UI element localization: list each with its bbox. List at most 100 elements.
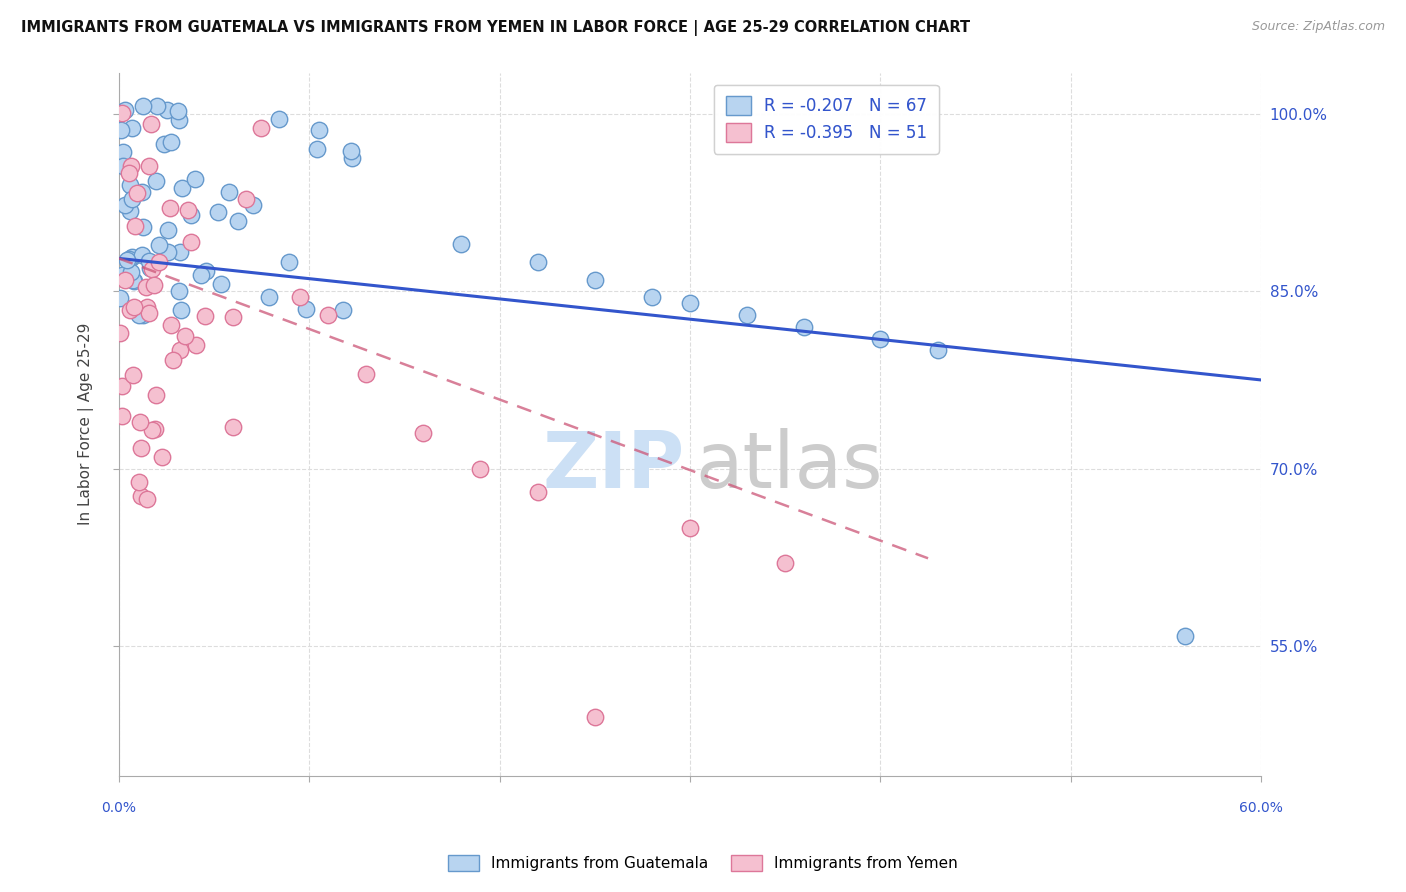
Point [111,379,134,393]
Point [122,368,145,383]
Point [131,247,153,261]
Point [132,219,155,234]
Point [124,219,146,233]
Point [180,235,202,249]
Text: atlas: atlas [696,428,883,504]
Point [129,415,152,429]
Point [209,277,232,292]
Point [136,300,159,314]
Point [308,123,330,137]
Point [128,475,150,489]
Point [110,326,132,340]
Point [242,198,264,212]
Point [470,461,492,475]
Point [146,98,169,112]
Point [167,103,190,118]
Point [679,296,702,310]
Point [235,192,257,206]
Point [132,99,155,113]
Legend: R = -0.207   N = 67, R = -0.395   N = 51: R = -0.207 N = 67, R = -0.395 N = 51 [714,85,939,153]
Point [138,159,160,173]
Point [111,106,134,120]
Point [129,489,152,503]
Point [110,123,132,137]
Point [450,237,472,252]
Point [218,186,240,200]
Point [150,450,173,465]
Point [177,202,200,217]
Point [120,160,142,174]
Point [190,268,212,282]
Point [141,423,163,437]
Point [250,121,273,136]
Point [170,302,193,317]
Point [111,409,134,424]
Point [184,337,207,351]
Text: 0.0%: 0.0% [101,800,136,814]
Point [118,178,141,192]
Point [773,556,796,570]
Point [118,303,141,318]
Point [131,185,153,199]
Point [332,303,354,318]
Point [148,255,170,269]
Point [125,186,148,201]
Point [162,353,184,368]
Point [135,279,157,293]
Point [159,202,181,216]
Point [136,492,159,507]
Point [111,145,134,160]
Legend: Immigrants from Guatemala, Immigrants from Yemen: Immigrants from Guatemala, Immigrants fr… [441,849,965,877]
Point [120,264,142,278]
Point [583,709,606,723]
Point [114,198,136,212]
Point [641,290,664,304]
Point [679,520,702,534]
Point [157,245,180,260]
Point [160,318,183,333]
Point [121,121,143,136]
Point [156,103,179,118]
Point [195,264,218,278]
Point [277,254,299,268]
Text: IMMIGRANTS FROM GUATEMALA VS IMMIGRANTS FROM YEMEN IN LABOR FORCE | AGE 25-29 CO: IMMIGRANTS FROM GUATEMALA VS IMMIGRANTS … [21,20,970,36]
Point [139,260,162,275]
Point [316,308,339,322]
Point [207,205,229,219]
Point [132,308,155,322]
Point [340,145,363,159]
Point [145,174,167,188]
Text: ZIP: ZIP [543,428,685,504]
Point [122,273,145,287]
Point [153,137,176,152]
Text: 60.0%: 60.0% [1240,800,1284,814]
Point [128,308,150,322]
Text: Source: ZipAtlas.com: Source: ZipAtlas.com [1251,20,1385,33]
Point [117,252,139,267]
Point [112,159,135,173]
Point [160,135,183,149]
Point [139,117,162,131]
Point [194,309,217,323]
Point [121,192,143,206]
Point [222,419,245,434]
Point [145,422,167,436]
Point [118,166,141,180]
Point [121,250,143,264]
Point [169,285,191,299]
Point [526,485,548,500]
Point [305,142,328,156]
Point [138,306,160,320]
Point [226,214,249,228]
Point [184,172,207,186]
Point [412,426,434,441]
Point [117,252,139,266]
Point [169,244,191,259]
Point [180,208,202,222]
Point [124,274,146,288]
Point [148,238,170,252]
Point [173,329,195,343]
Point [156,223,179,237]
Y-axis label: In Labor Force | Age 25-29: In Labor Force | Age 25-29 [79,323,94,525]
Point [141,261,163,276]
